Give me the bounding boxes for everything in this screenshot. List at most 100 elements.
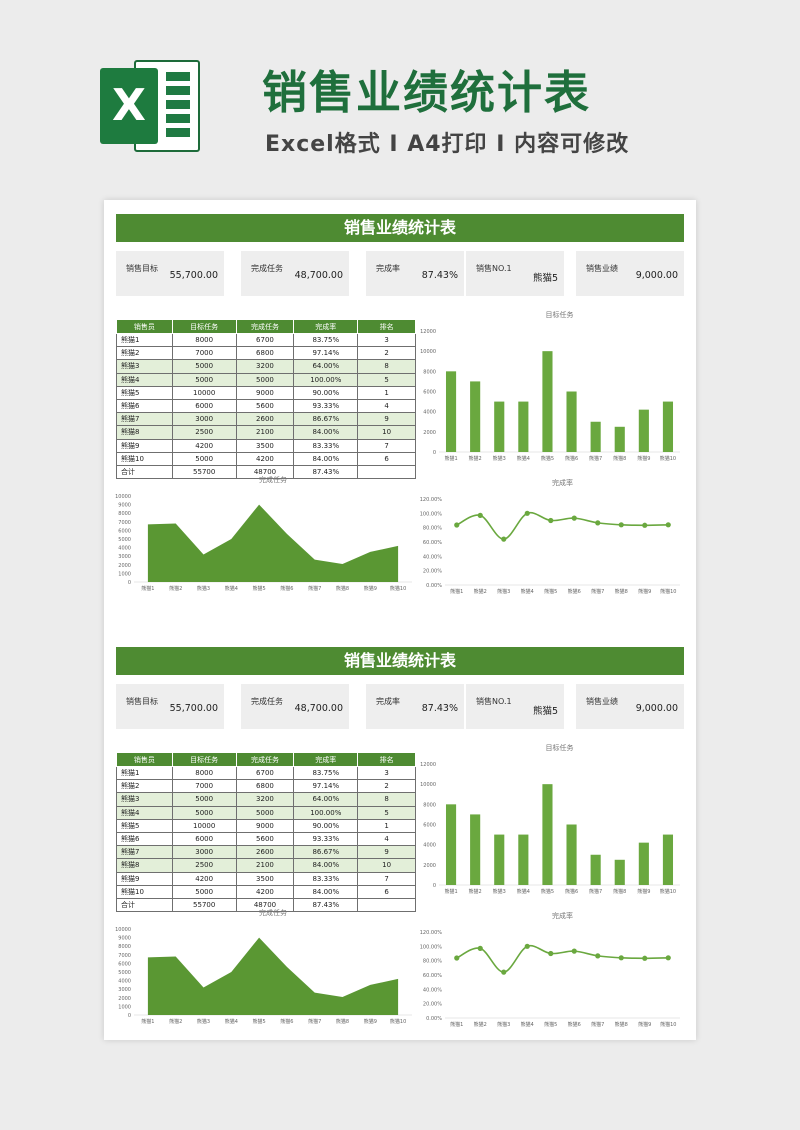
table-cell: 3200 — [235, 359, 295, 374]
line-point — [642, 522, 648, 528]
excel-logo-icon: X — [98, 54, 206, 158]
x-tick-label: 熊猫9 — [637, 888, 650, 895]
line-point — [571, 515, 577, 521]
table-cell: 97.14% — [293, 779, 359, 794]
table-header-row: 销售员 目标任务 完成任务 完成率 排名 — [116, 319, 416, 334]
x-tick-label: 熊猫10 — [660, 588, 676, 595]
table-cell: 90.00% — [293, 385, 359, 400]
table-cell: 3500 — [235, 438, 295, 453]
y-tick-label: 0 — [128, 580, 131, 586]
kpi-value: 9,000.00 — [635, 703, 678, 714]
section-title: 销售业绩统计表 — [116, 214, 684, 242]
table-row: 熊猫1 8000 6700 83.75% 3 — [116, 765, 416, 781]
x-tick-label: 熊猫7 — [589, 455, 602, 462]
x-tick-label: 熊猫8 — [615, 588, 628, 595]
table-cell: 熊猫7 — [116, 845, 173, 860]
line-point — [501, 969, 507, 975]
table-cell: 2 — [357, 779, 416, 794]
table-row: 熊猫2 7000 6800 97.14% 2 — [116, 779, 416, 794]
x-tick-label: 熊猫7 — [589, 888, 602, 895]
x-tick-label: 熊猫2 — [469, 888, 482, 895]
line-series — [456, 511, 669, 540]
kpi-label: 销售NO.1 — [476, 264, 512, 273]
y-tick-label: 80.00% — [423, 526, 442, 532]
table-cell: 6000 — [171, 831, 237, 847]
y-tick-label: 1000 — [118, 571, 131, 577]
column-header: 完成任务 — [235, 319, 295, 334]
x-tick-label: 熊猫6 — [565, 888, 578, 895]
table-cell: 6800 — [235, 346, 295, 361]
y-tick-label: 10000 — [420, 349, 436, 355]
y-tick-label: 2000 — [118, 996, 131, 1002]
x-tick-label: 熊猫1 — [141, 1018, 154, 1025]
y-tick-label: 3000 — [118, 554, 131, 560]
x-tick-label: 熊猫8 — [336, 1018, 349, 1025]
table-cell: 2100 — [235, 425, 295, 440]
table-cell: 4 — [357, 398, 416, 414]
kpi-label: 完成任务 — [251, 264, 283, 273]
table-cell: 熊猫5 — [116, 818, 173, 833]
kpi-label: 销售目标 — [126, 697, 158, 706]
line-point — [665, 955, 671, 961]
chart-title: 目标任务 — [546, 743, 574, 752]
kpi-value: 55,700.00 — [169, 703, 218, 714]
x-tick-label: 熊猫9 — [364, 1018, 377, 1025]
line-point — [454, 955, 460, 961]
table-cell: 3000 — [171, 412, 237, 427]
kpi-label: 销售业绩 — [586, 697, 618, 706]
sales-table: 销售员 目标任务 完成任务 完成率 排名 熊猫1 8000 6700 83.75% 3 熊… — [116, 752, 416, 913]
y-tick-label: 100.00% — [420, 944, 442, 950]
kpi-value: 87.43% — [421, 270, 458, 281]
bar — [542, 351, 553, 452]
x-tick-label: 熊猫3 — [197, 585, 210, 592]
kpi-label: 销售NO.1 — [476, 697, 512, 706]
table-cell: 熊猫4 — [116, 372, 173, 387]
table-cell: 5000 — [171, 805, 237, 820]
x-tick-label: 熊猫4 — [517, 455, 530, 462]
column-header: 销售员 — [116, 752, 173, 767]
table-cell: 熊猫8 — [116, 425, 173, 440]
y-tick-label: 6000 — [118, 961, 131, 967]
table-row: 熊猫8 2500 2100 84.00% 10 — [116, 858, 416, 873]
table-row: 熊猫6 6000 5600 93.33% 4 — [116, 831, 416, 847]
table-row: 熊猫7 3000 2600 86.67% 9 — [116, 845, 416, 860]
y-tick-label: 9000 — [118, 503, 131, 509]
table-header-row: 销售员 目标任务 完成任务 完成率 排名 — [116, 752, 416, 767]
x-tick-label: 熊猫9 — [638, 588, 651, 595]
table-cell: 熊猫1 — [116, 765, 173, 781]
rate-line-chart: 完成率 0.00% 20.00% 40.00% 60.00% 80.00% 100.00% 1… — [419, 910, 684, 1030]
y-tick-label: 9000 — [118, 936, 131, 942]
bar — [470, 814, 481, 885]
y-tick-label: 120.00% — [420, 930, 442, 936]
table-cell: 93.33% — [293, 398, 359, 414]
x-tick-label: 熊猫2 — [169, 585, 182, 592]
x-tick-label: 熊猫3 — [497, 588, 510, 595]
y-tick-label: 40.00% — [423, 987, 442, 993]
table-cell: 8 — [357, 792, 416, 807]
table-total-row: 合计 55700 48700 87.43% — [116, 464, 416, 480]
x-tick-label: 熊猫5 — [253, 1018, 266, 1025]
line-point — [524, 510, 530, 516]
y-tick-label: 10000 — [115, 494, 131, 500]
table-cell: 2500 — [171, 425, 237, 440]
bar — [566, 391, 577, 452]
done-area-chart: 完成任务 0 1000 2000 3000 4000 5000 6000 7000 8000 900… — [115, 474, 416, 594]
table-cell: 48700 — [235, 464, 295, 480]
kpi-card: 完成任务 48,700.00 — [241, 684, 349, 729]
chart-svg: 完成率 0.00% 20.00% 40.00% 60.00% 80.00% 100.00% 1… — [420, 478, 680, 595]
y-tick-label: 10000 — [420, 782, 436, 788]
kpi-card: 完成率 87.43% — [366, 251, 464, 296]
x-tick-label: 熊猫10 — [660, 888, 676, 895]
bar — [590, 421, 601, 452]
table-cell: 熊猫8 — [116, 858, 173, 873]
line-point — [524, 943, 530, 949]
table-cell: 5000 — [235, 805, 295, 820]
line-point — [548, 950, 554, 957]
x-tick-label: 熊猫7 — [591, 1021, 604, 1028]
table-cell: 2 — [357, 346, 416, 361]
x-tick-label: 熊猫1 — [444, 455, 457, 462]
x-tick-label: 熊猫2 — [474, 1021, 487, 1028]
table-cell: 83.33% — [293, 438, 359, 453]
table-cell — [357, 897, 416, 913]
column-header: 目标任务 — [171, 319, 237, 334]
